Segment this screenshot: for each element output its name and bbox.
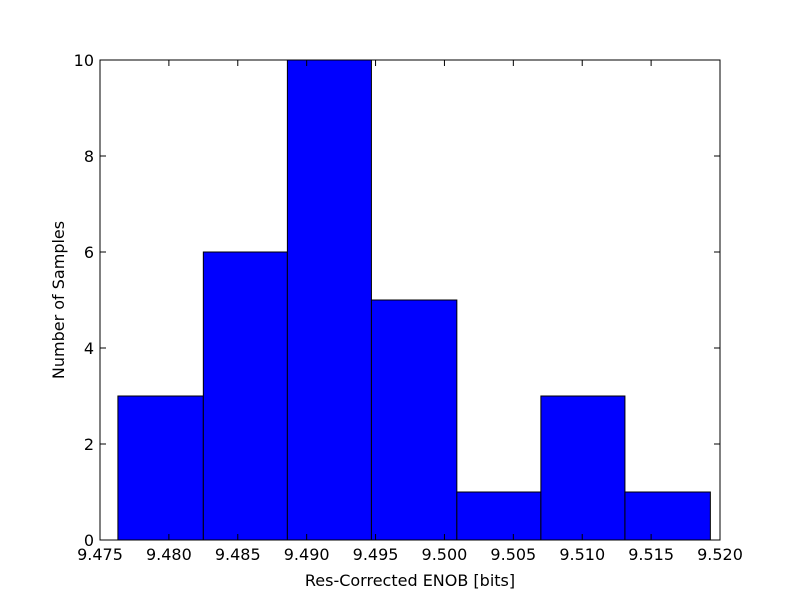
bar — [540, 395, 626, 541]
x-tick-label: 9.510 — [559, 545, 605, 564]
y-tick-label: 10 — [74, 51, 94, 70]
bar — [286, 59, 372, 541]
x-tick-label: 9.520 — [697, 545, 743, 564]
plot-frame — [99, 59, 721, 541]
x-tick-label: 9.490 — [284, 545, 330, 564]
x-tick-label: 9.495 — [353, 545, 399, 564]
y-axis-label: Number of Samples — [49, 221, 68, 379]
bar — [370, 299, 458, 541]
y-tick-label: 6 — [84, 243, 94, 262]
x-tick-label: 9.515 — [628, 545, 674, 564]
y-tick-label: 8 — [84, 147, 94, 166]
x-axis-label: Res-Corrected ENOB [bits] — [305, 571, 515, 590]
bar — [117, 395, 204, 541]
y-tick-label: 2 — [84, 435, 94, 454]
y-tick-label: 0 — [84, 531, 94, 550]
y-tick-label: 4 — [84, 339, 94, 358]
bar — [624, 491, 711, 541]
x-tick-label: 9.485 — [215, 545, 261, 564]
x-tick-label: 9.505 — [490, 545, 536, 564]
bar — [202, 251, 288, 541]
x-tick-label: 9.475 — [77, 545, 123, 564]
x-tick-label: 9.500 — [422, 545, 468, 564]
bar — [456, 491, 542, 541]
x-tick-label: 9.480 — [146, 545, 192, 564]
